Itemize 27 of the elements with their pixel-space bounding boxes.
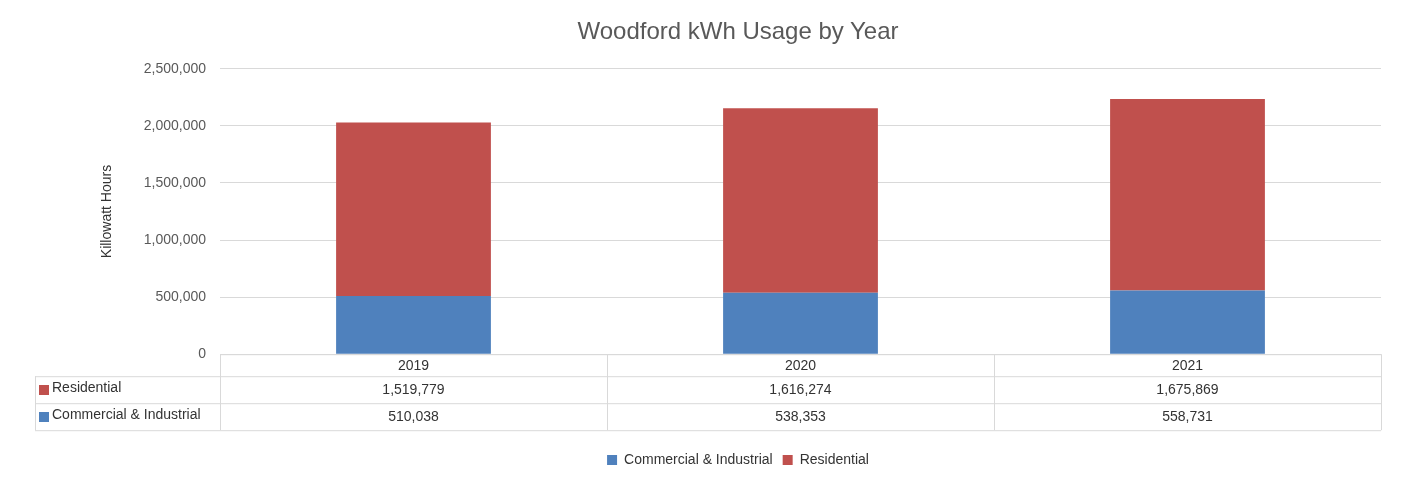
y-tick-label: 2,500,000 — [143, 59, 207, 76]
y-tick-label: 1,000,000 — [143, 230, 207, 247]
text: Residential — [52, 378, 122, 395]
bar — [1110, 290, 1265, 354]
data-label: 1,616,274 — [769, 380, 832, 397]
chart-title: Woodford kWh Usage by Year — [577, 17, 899, 45]
bar — [723, 292, 878, 354]
bar — [336, 122, 491, 296]
data-label: 510,038 — [388, 407, 440, 424]
x-tick-label: 2020 — [784, 357, 817, 374]
x-tick-label: 2021 — [1171, 357, 1204, 374]
data-label: 558,731 — [1162, 407, 1214, 424]
text: Commercial & Industrial — [52, 405, 201, 422]
bar — [1110, 99, 1265, 291]
legend-label: Residential — [799, 450, 869, 467]
x-tick-label: 2019 — [397, 357, 430, 374]
y-tick-label: 2,000,000 — [143, 116, 207, 133]
data-label: 538,353 — [775, 407, 827, 424]
data-label: 1,519,779 — [382, 380, 445, 397]
bar — [723, 108, 878, 293]
data-label: 1,675,869 — [1156, 380, 1219, 397]
y-axis-title: Killowatt Hours — [98, 164, 115, 259]
y-tick-label: 0 — [198, 345, 207, 362]
bar — [336, 295, 491, 354]
legend-label: Commercial & Industrial — [624, 450, 773, 467]
y-tick-label: 500,000 — [155, 287, 207, 304]
y-tick-label: 1,500,000 — [143, 173, 207, 190]
